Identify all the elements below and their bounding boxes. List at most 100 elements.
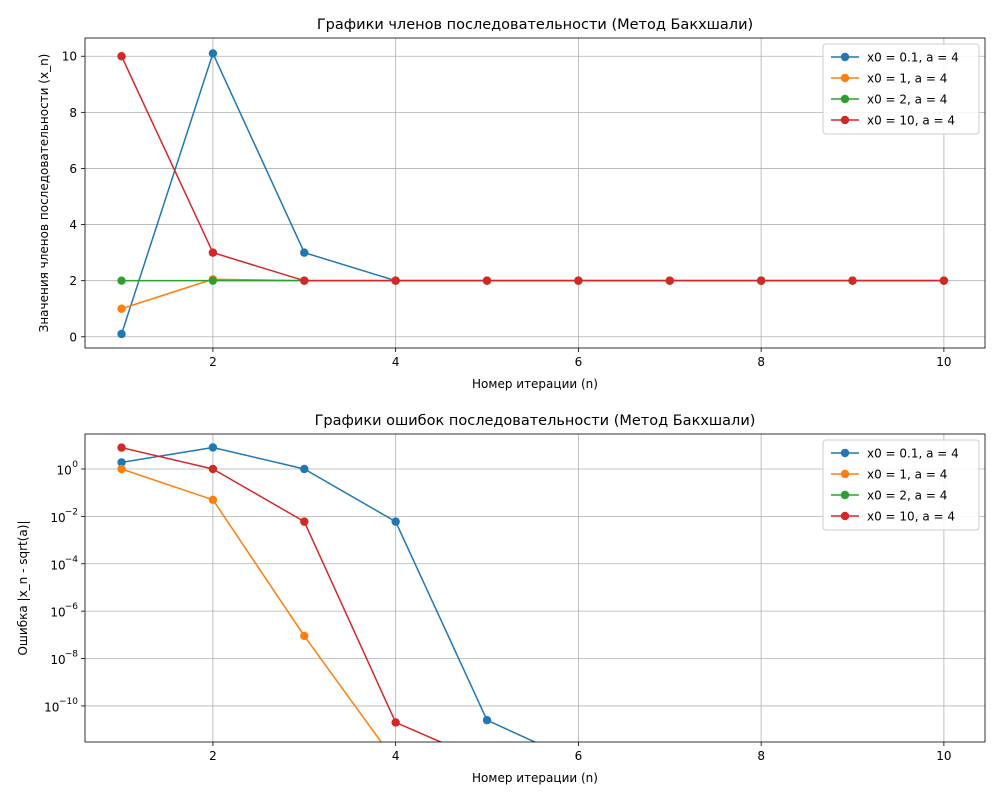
legend-marker [840,73,850,83]
chart-1: 2 4 6 8 10 0 2 4 6 8 10 Графики членов последовател… [37,17,986,391]
legend-label: x0 = 2, a = 4 [867,93,947,107]
y-tick-label-exponent: −8 [65,650,79,660]
x-tick-label: 2 [209,749,217,763]
legend-entry: x0 = 2, a = 4 [831,489,947,503]
legend-marker [840,52,850,62]
data-point [117,458,126,467]
y-tick-label-base: 10 [57,463,72,477]
legend-marker [840,94,850,104]
data-point [117,443,126,452]
chart-title: Графики ошибок последовательности (Метод… [315,413,756,429]
x-tick-label: 2 [209,355,217,369]
y-tick-label-base: 10 [50,653,65,667]
data-point [300,517,309,526]
data-point [208,464,218,474]
series-line [120,52,944,335]
series-line [121,278,944,310]
data-point [208,49,218,58]
data-point [665,276,674,285]
data-point [208,443,218,452]
data-point [391,276,400,285]
legend-label: x0 = 1, a = 4 [867,72,947,86]
legend-box [822,439,980,531]
y-tick-label-base: 10 [44,700,59,714]
legend-marker [840,448,850,458]
data-point [117,464,126,474]
x-tick-label: 10 [936,749,951,763]
y-axis-label: Значения членов последовательности (x_n) [37,54,51,333]
x-tick-label: 8 [757,355,765,369]
y-tick-label: 010 [57,460,79,478]
y-tick-label-exponent: −6 [65,602,79,612]
legend-marker [840,490,850,500]
data-point [117,276,126,285]
y-tick-label: −410 [50,555,78,573]
legend-box [822,43,980,135]
legend-entry: x0 = 0.1, a = 4 [831,51,959,65]
legend-entry: x0 = 0.1, a = 4 [831,447,959,461]
y-tick-label: 8 [69,106,77,120]
y-tick-label: 4 [69,218,77,232]
legend-label: x0 = 10, a = 4 [867,510,955,524]
legend-entry: x0 = 2, a = 4 [831,93,947,107]
y-tick-label: 6 [69,162,77,176]
series-line [121,446,537,742]
x-tick-label: 10 [936,355,951,369]
legend-label: x0 = 0.1, a = 4 [867,447,959,461]
legend-label: x0 = 2, a = 4 [867,489,947,503]
axes-frame [84,433,986,743]
legend-entry: x0 = 1, a = 4 [831,72,947,86]
legend-marker [840,469,850,479]
x-axis-label: Номер итерации (n) [472,377,598,391]
axes-frame [84,37,986,349]
x-tick-label: 6 [575,749,583,763]
data-point [848,276,857,285]
legend-label: x0 = 1, a = 4 [867,468,947,482]
legend-entry: x0 = 1, a = 4 [831,468,947,482]
data-point [117,52,126,61]
y-tick-label: −210 [50,507,78,525]
data-point [208,276,218,285]
y-tick-label-base: 10 [50,511,65,525]
x-tick-label: 4 [392,355,400,369]
y-tick-label: −810 [50,650,78,668]
series-4 [117,52,949,285]
legend-marker [840,511,850,521]
data-point [208,248,218,257]
data-point [300,248,309,257]
y-tick-label-exponent: −10 [59,697,78,707]
legend-entry: x0 = 10, a = 4 [831,114,955,128]
y-axis-label: Ошибка |x_n - sqrt(a)| [16,520,30,655]
series-4 [117,443,443,742]
x-tick-label: 6 [575,355,583,369]
data-point [939,276,949,285]
y-tick-label-base: 10 [50,558,65,572]
y-tick-label: −610 [50,602,78,620]
y-tick-label: 0 [69,330,77,344]
data-point [391,517,400,526]
legend-label: x0 = 0.1, a = 4 [867,51,959,65]
data-point [391,718,400,727]
legend-entry: x0 = 10, a = 4 [831,510,955,524]
series-line [120,55,944,282]
data-point [574,276,583,285]
data-point [300,631,309,641]
y-tick-label-exponent: −2 [65,507,78,517]
data-point [208,495,218,505]
y-tick-label-exponent: 0 [72,460,78,470]
legend-label: x0 = 10, a = 4 [867,114,955,128]
data-point [300,276,309,285]
legend: x0 = 0.1, a = 4 x0 = 1, a = 4 x0 = 2, a = … [822,439,980,531]
data-point [300,464,309,474]
series-1 [117,443,537,742]
series-2 [117,464,383,742]
data-point [482,276,492,285]
chart-title: Графики членов последовательности (Метод… [317,17,753,33]
x-axis-label: Номер итерации (n) [472,771,598,785]
y-tick-label: 2 [69,274,77,288]
y-tick-label-exponent: −4 [65,555,79,565]
y-tick-label: 10 [62,50,77,64]
data-point [117,329,126,339]
